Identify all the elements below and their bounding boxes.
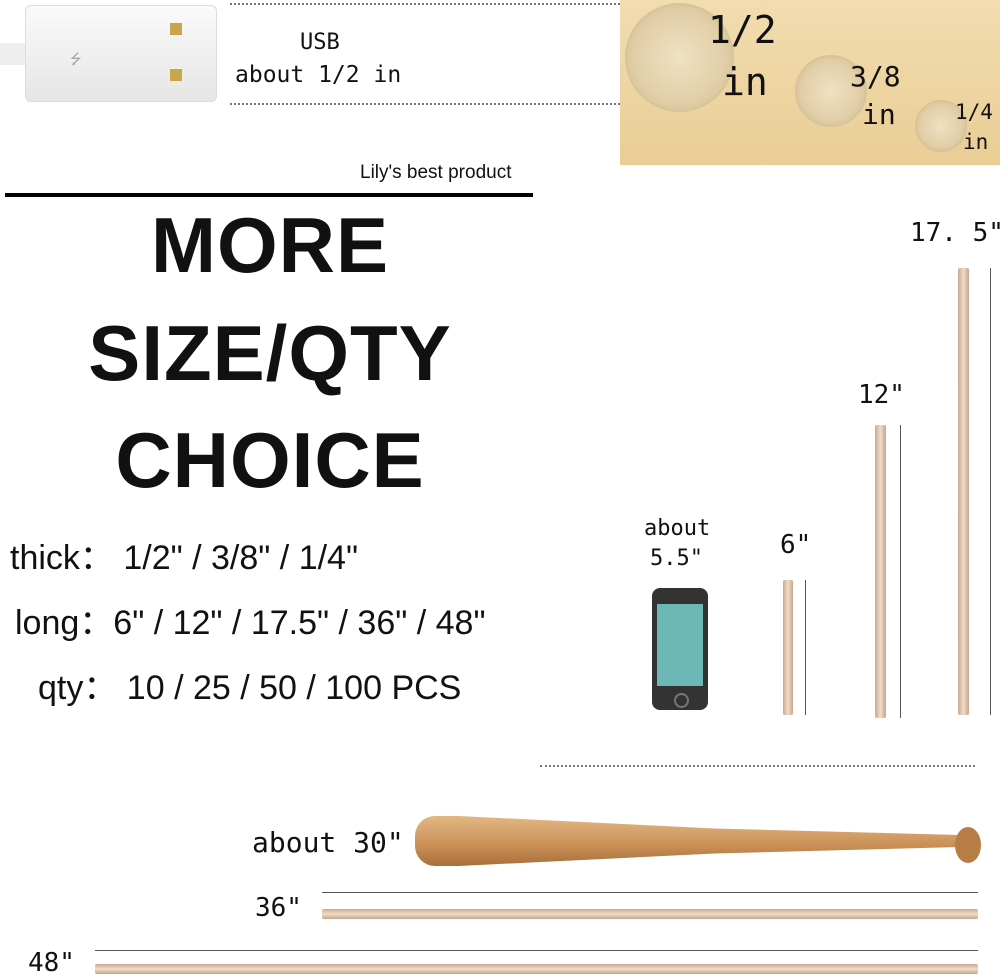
- measure-17-5in: [990, 268, 997, 715]
- length-12-label: 12": [858, 380, 905, 410]
- brand-tagline: Lily's best product: [360, 162, 512, 183]
- headline-line-2: SIZE/QTY: [88, 309, 452, 397]
- dowel-6in: [783, 580, 793, 715]
- spec-long: long：6" / 12" / 17.5" / 36" / 48": [15, 604, 486, 642]
- measure-6in: [805, 580, 812, 715]
- phone-label-1: about: [644, 516, 711, 541]
- dowel-half-frac: 1/2: [708, 8, 777, 52]
- measure-36in: [322, 892, 978, 899]
- bat-knob: [955, 827, 981, 863]
- spec-thick: thick： 1/2" / 3/8" / 1/4": [10, 539, 359, 577]
- headline-line-3: CHOICE: [115, 416, 425, 504]
- length-17-5-label: 17. 5": [910, 218, 1000, 248]
- length-36-label: 36": [255, 893, 302, 923]
- dowel-ends-photo: [620, 0, 1000, 165]
- dowel-12in: [875, 425, 886, 718]
- spec-qty: qty： 10 / 25 / 50 / 100 PCS: [38, 669, 462, 707]
- baseball-bat: [415, 816, 960, 866]
- usb-icon: ⭍: [0, 5, 217, 102]
- usb-size: about 1/2 in: [235, 62, 402, 88]
- length-6-label: 6": [780, 530, 812, 560]
- divider: [5, 193, 533, 197]
- smartphone-icon: [652, 588, 708, 710]
- dowel-36in: [322, 909, 978, 919]
- headline-line-1: MORE: [151, 201, 389, 289]
- bat-label: about 30": [252, 826, 404, 859]
- measure-12in: [900, 425, 907, 718]
- length-48-label: 48": [28, 948, 75, 978]
- dowel-3-8-frac: 3/8: [850, 60, 901, 93]
- dowel-3-8-unit: in: [862, 98, 896, 131]
- dowel-17-5in: [958, 268, 969, 715]
- dowel-half-unit: in: [722, 60, 768, 104]
- dowel-1-4-unit: in: [963, 130, 989, 154]
- dowel-1-4-frac: 1/4: [955, 100, 993, 124]
- measure-48in: [95, 950, 978, 957]
- dowel-48in: [95, 964, 978, 974]
- usb-label: USB: [300, 30, 340, 55]
- phone-label-2: 5.5": [650, 546, 703, 571]
